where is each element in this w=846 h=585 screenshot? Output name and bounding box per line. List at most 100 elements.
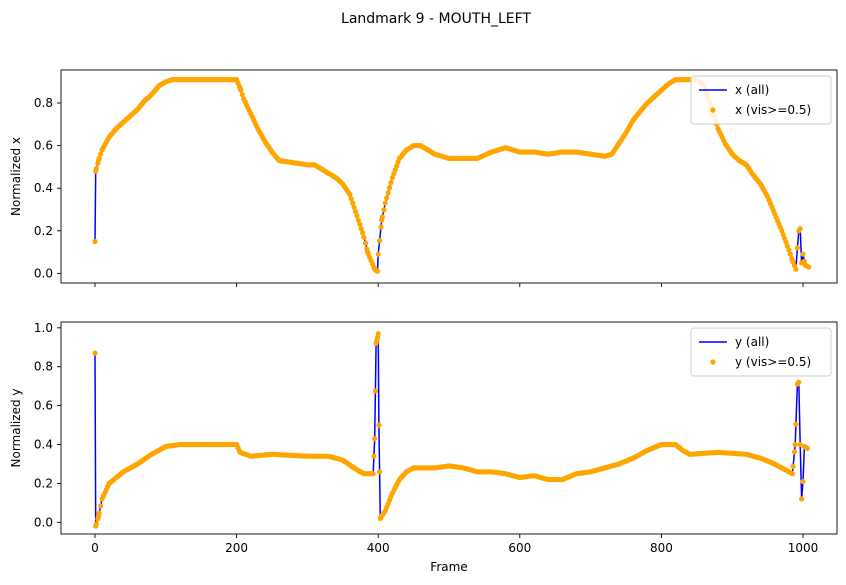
legend-point-swatch: [710, 359, 716, 365]
axes-frame-1: [60, 69, 838, 284]
data-point: [386, 185, 393, 191]
data-point: [96, 155, 102, 161]
data-point: [350, 200, 356, 206]
data-point: [375, 251, 381, 257]
series-points-1-visible: [92, 77, 812, 274]
data-point: [96, 510, 102, 516]
data-point: [372, 436, 378, 442]
y-tick-label: 0.8: [34, 96, 53, 110]
data-point: [794, 245, 801, 251]
data-point: [370, 471, 376, 477]
legend-label-all: y (all): [735, 335, 769, 349]
data-point: [374, 268, 381, 274]
y-tick-label: 0.4: [34, 181, 53, 195]
subplot-2: 0 200 400 600 800 1000 0.0 0.2 0.4 0.6 0.8 1.0 Norma…: [9, 321, 838, 574]
data-point: [358, 226, 364, 232]
plots: 0.0 0.2 0.4 0.6 0.8 Normalized x x (all) x (vis…: [9, 69, 838, 574]
y-tick-label: 0.8: [34, 360, 53, 374]
data-point: [381, 207, 387, 213]
data-point: [790, 463, 796, 469]
data-point: [98, 503, 104, 509]
data-point: [374, 335, 381, 341]
y-tick-label: 0.2: [34, 224, 53, 238]
axes-frame-2: [60, 321, 838, 535]
data-point: [783, 239, 789, 245]
data-point: [384, 195, 390, 201]
data-point: [797, 226, 803, 232]
data-point: [780, 232, 786, 238]
data-point: [382, 200, 388, 206]
x-tick-label: 600: [508, 541, 531, 555]
data-point: [791, 449, 798, 455]
data-point: [238, 87, 244, 93]
data-point: [793, 266, 799, 272]
y-tick-label: 1.0: [34, 321, 53, 335]
data-point: [789, 471, 796, 477]
data-point: [793, 421, 799, 427]
data-point: [800, 251, 806, 257]
legend-2: y (all) y (vis>=0.5): [690, 327, 832, 377]
x-tick-label: 800: [650, 541, 673, 555]
legend-label-visible: x (vis>=0.5): [735, 103, 811, 117]
y-tick-label: 0.6: [34, 399, 53, 413]
data-point: [347, 192, 353, 198]
data-point: [361, 234, 367, 240]
figure-title: Landmark 9 - MOUTH_LEFT: [341, 11, 531, 27]
y-axis-label: Normalized y: [9, 389, 23, 468]
y-tick-label: 0.4: [34, 438, 53, 452]
data-point: [92, 350, 98, 356]
x-tick-label: 0: [91, 541, 99, 555]
legend-label-visible: y (vis>=0.5): [735, 355, 811, 369]
data-point: [98, 151, 104, 157]
data-point: [348, 196, 354, 202]
y-tick-label: 0.0: [34, 266, 53, 280]
x-tick-label: 400: [367, 541, 390, 555]
data-point: [385, 190, 391, 196]
data-point: [360, 230, 366, 236]
data-point: [806, 264, 812, 270]
data-point: [376, 422, 382, 428]
data-point: [394, 163, 400, 169]
y-tick-label: 0.0: [34, 515, 53, 529]
data-point: [372, 388, 378, 394]
data-point: [379, 214, 385, 220]
data-point: [800, 478, 806, 485]
data-point: [378, 224, 384, 230]
x-tick-label: 1000: [788, 541, 819, 555]
data-point: [352, 209, 359, 215]
data-point: [377, 238, 383, 244]
data-point: [93, 521, 99, 527]
data-point: [786, 247, 792, 253]
y-axis-label: Normalized x: [9, 137, 23, 216]
data-point: [355, 217, 361, 223]
data-point: [792, 441, 798, 448]
data-point: [93, 165, 99, 172]
series-points-2-visible: [92, 331, 810, 529]
data-point: [787, 251, 793, 257]
legend-box: [690, 75, 832, 125]
data-point: [377, 469, 383, 475]
data-point: [92, 238, 98, 245]
y-tick-label: 0.2: [34, 476, 53, 490]
data-point: [797, 441, 803, 448]
data-point: [351, 204, 357, 210]
legend-1: x (all) x (vis>=0.5): [690, 75, 832, 125]
data-point: [239, 91, 245, 98]
data-point: [375, 331, 381, 337]
data-point: [796, 379, 802, 385]
data-point: [354, 213, 360, 219]
legend-label-all: x (all): [735, 83, 769, 97]
data-point: [371, 453, 377, 459]
data-point: [389, 175, 395, 181]
x-axis-label: Frame: [430, 560, 467, 574]
data-point: [804, 445, 810, 451]
x-tick-label: 200: [225, 541, 248, 555]
legend-point-swatch: [710, 107, 716, 113]
data-point: [362, 240, 369, 246]
data-point: [357, 221, 363, 227]
data-point: [799, 496, 805, 502]
subplot-1: 0.0 0.2 0.4 0.6 0.8 Normalized x x (all) x (vis…: [9, 69, 838, 287]
legend-box: [690, 327, 832, 377]
y-tick-label: 0.6: [34, 139, 53, 153]
